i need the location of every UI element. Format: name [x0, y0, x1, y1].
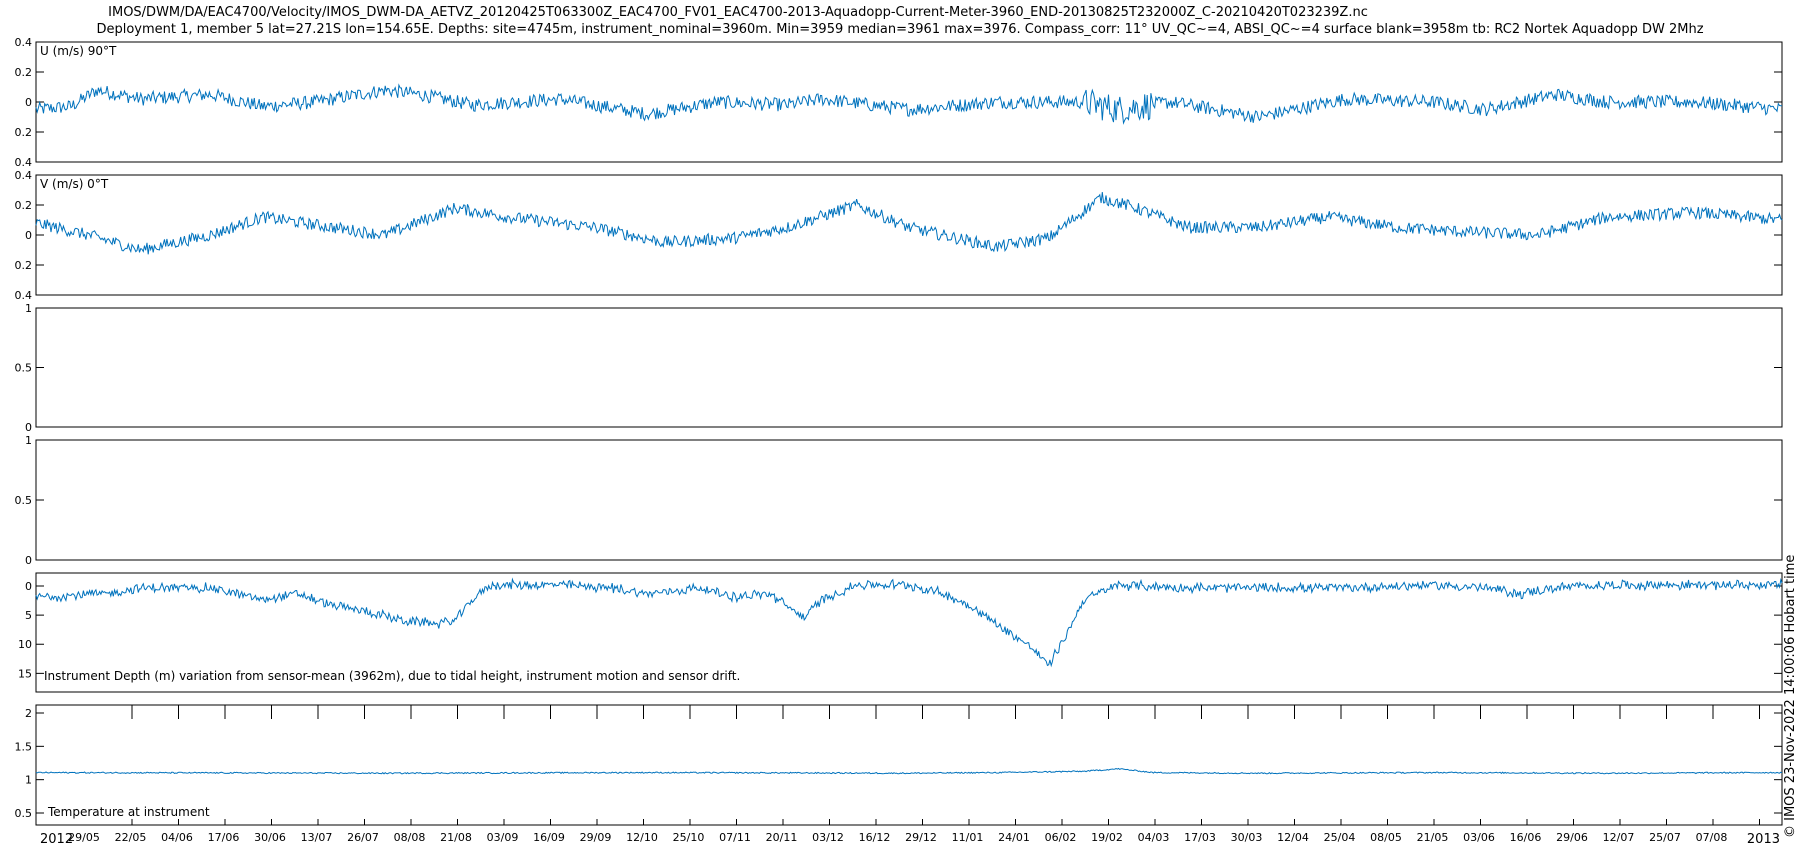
panel-u-ytick-label: 0.2	[15, 126, 33, 139]
x-tick-label: 29/06	[1556, 831, 1588, 844]
panel-u-label: U (m/s) 90°T	[40, 44, 117, 58]
x-tick-label: 12/04	[1277, 831, 1309, 844]
panel-empty2-ytick-label: 0.5	[15, 494, 33, 507]
x-tick-label: 16/06	[1510, 831, 1542, 844]
panel-u-ytick-label: 0.2	[15, 66, 33, 79]
x-tick-label: 08/05	[1370, 831, 1402, 844]
panel-v-label: V (m/s) 0°T	[40, 177, 109, 191]
x-tick-label: 21/08	[440, 831, 472, 844]
panel-empty2-frame	[35, 439, 1783, 561]
x-tick-label: 30/06	[254, 831, 286, 844]
x-tick-label: 17/03	[1184, 831, 1216, 844]
figure-title-line1: IMOS/DWM/DA/EAC4700/Velocity/IMOS_DWM-DA…	[108, 5, 1368, 20]
panel-v-ytick-label: 0.4	[15, 169, 33, 182]
panel-temp-ytick-label: 0.5	[15, 807, 33, 820]
x-tick-label: 20/11	[766, 831, 798, 844]
x-tick-label: 19/02	[1091, 831, 1123, 844]
panel-empty2-ytick-label: 0	[25, 554, 32, 567]
x-tick-label: 24/01	[998, 831, 1030, 844]
panel-depth-series-line	[35, 577, 1783, 668]
x-tick-label: 16/12	[859, 831, 891, 844]
panel-depth-ytick-label: 15	[18, 667, 32, 680]
panel-u-series-line	[35, 83, 1783, 125]
panel-v-ytick-label: 0.2	[15, 199, 33, 212]
panel-temp-ytick-label: 1.5	[15, 740, 33, 753]
panel-empty2-ytick-label: 1	[25, 434, 32, 447]
panel-u-ytick-label: 0.4	[15, 156, 33, 169]
x-tick-label: 21/05	[1417, 831, 1449, 844]
x-tick-label: 29/09	[580, 831, 612, 844]
x-tick-label: 03/06	[1463, 831, 1495, 844]
panel-depth-label: Instrument Depth (m) variation from sens…	[44, 669, 740, 683]
x-tick-label: 04/06	[161, 831, 193, 844]
x-tick-label: 11/01	[952, 831, 984, 844]
x-tick-label: 25/10	[673, 831, 705, 844]
x-tick-label: 06/02	[1045, 831, 1077, 844]
x-tick-label: 13/07	[301, 831, 333, 844]
x-tick-label: 16/09	[533, 831, 565, 844]
x-year-start-label: 2012	[40, 832, 73, 847]
x-tick-label: 07/11	[719, 831, 751, 844]
x-tick-label: 03/12	[812, 831, 844, 844]
x-tick-label: 03/09	[487, 831, 519, 844]
panel-v-ytick-label: 0.2	[15, 259, 33, 272]
x-tick-label: 29/12	[905, 831, 937, 844]
panel-u-frame	[35, 41, 1783, 163]
panel-empty1-frame	[35, 307, 1783, 428]
panel-depth-ytick-label: 0	[25, 580, 32, 593]
panel-temp-label: Temperature at instrument	[47, 805, 210, 819]
figure-title-line2: Deployment 1, member 5 lat=27.21S lon=15…	[96, 22, 1704, 37]
x-tick-label: 07/08	[1696, 831, 1728, 844]
panel-depth-ytick-label: 5	[25, 609, 32, 622]
x-tick-label: 30/03	[1231, 831, 1263, 844]
panel-empty1-ytick-label: 0.5	[15, 362, 33, 375]
x-tick-label: 25/07	[1649, 831, 1681, 844]
x-tick-label: 12/10	[626, 831, 658, 844]
copyright-stamp: © IMOS 23-Nov-2022 14:00:06 Hobart time	[1783, 554, 1798, 838]
panel-u-ytick-label: 0	[25, 96, 32, 109]
x-tick-label: 29/05	[68, 831, 100, 844]
panel-v-frame	[35, 174, 1783, 296]
panel-v-series-line	[35, 191, 1783, 255]
x-tick-label: 04/03	[1138, 831, 1170, 844]
x-tick-label: 12/07	[1603, 831, 1635, 844]
x-tick-label: 22/05	[115, 831, 147, 844]
x-tick-label: 17/06	[208, 831, 240, 844]
panel-temp-ytick-label: 1	[25, 774, 32, 787]
panel-temp-series-line	[35, 767, 1783, 775]
panel-temp-frame	[35, 704, 1783, 826]
panel-depth-frame	[35, 572, 1783, 693]
x-tick-label: 26/07	[347, 831, 379, 844]
panel-empty1-ytick-label: 0	[25, 421, 32, 434]
panel-empty1-ytick-label: 1	[25, 302, 32, 315]
x-tick-label: 08/08	[394, 831, 426, 844]
panel-v-ytick-label: 0.4	[15, 289, 33, 302]
panel-u-ytick-label: 0.4	[15, 36, 33, 49]
x-year-end-label: 2013	[1747, 832, 1780, 847]
panel-temp-ytick-label: 2	[25, 707, 32, 720]
panel-depth-ytick-label: 10	[18, 638, 32, 651]
x-tick-label: 25/04	[1324, 831, 1356, 844]
panel-v-ytick-label: 0	[25, 229, 32, 242]
